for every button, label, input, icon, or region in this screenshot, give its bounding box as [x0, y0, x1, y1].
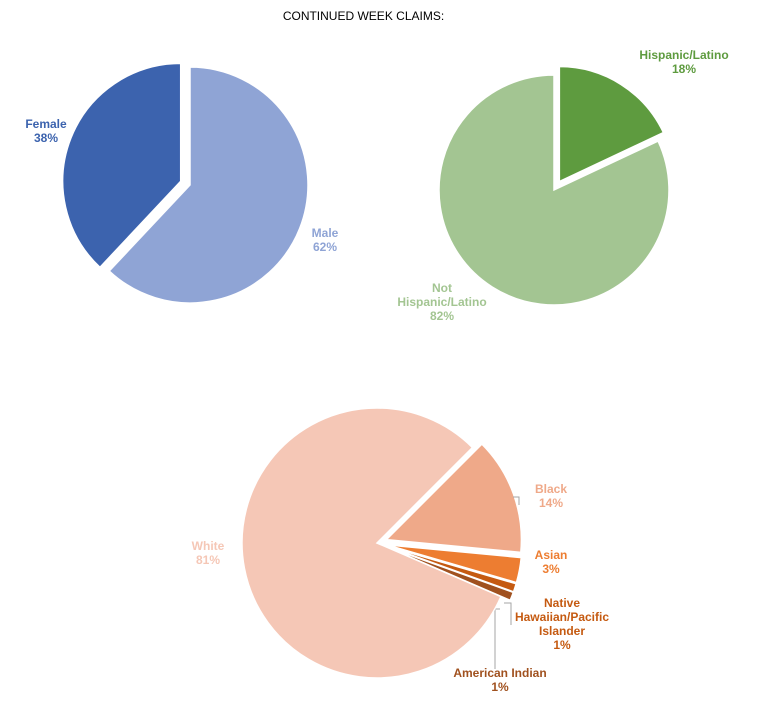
pie-slice-white	[241, 407, 502, 679]
pie-slice-black	[384, 443, 523, 554]
page-title: CONTINUED WEEK CLAIMS:	[282, 9, 445, 23]
pie-slice-not-hispanic-latino	[438, 74, 670, 306]
data-label-not-hispanic-latino: Not Hispanic/Latino 82%	[397, 281, 486, 323]
pie-chart-ethnicity: Hispanic/Latino 18% Not Hispanic/Latino 82%	[397, 48, 728, 323]
data-label-american-indian: American Indian 1%	[453, 666, 546, 694]
data-label-native-hawaiian-pacific-islander: Native Hawaiian/Pacific Islander 1%	[515, 596, 609, 652]
data-label-hispanic-latino: Hispanic/Latino 18%	[639, 48, 728, 76]
pie-slice-female	[61, 62, 182, 269]
leader-line-native-hawaiian-pacific-islander	[504, 602, 512, 625]
data-label-black: Black 14%	[535, 482, 567, 510]
pie-chart-race: Black 14% Asian 3% Native Hawaiian/Pacific Isl…	[192, 407, 609, 694]
leader-line-american-indian	[494, 608, 500, 669]
data-label-male: Male 62%	[312, 226, 339, 254]
leader-line-black	[513, 496, 520, 505]
data-label-white: White 81%	[192, 539, 225, 567]
pie-chart-gender: Male 62% Female 38%	[25, 62, 339, 304]
data-label-asian: Asian 3%	[535, 548, 568, 576]
data-label-female: Female 38%	[25, 117, 67, 145]
pie-slice-hispanic-latino	[558, 65, 665, 183]
pie-slice-asian	[386, 544, 523, 584]
pie-slice-male	[108, 66, 309, 304]
